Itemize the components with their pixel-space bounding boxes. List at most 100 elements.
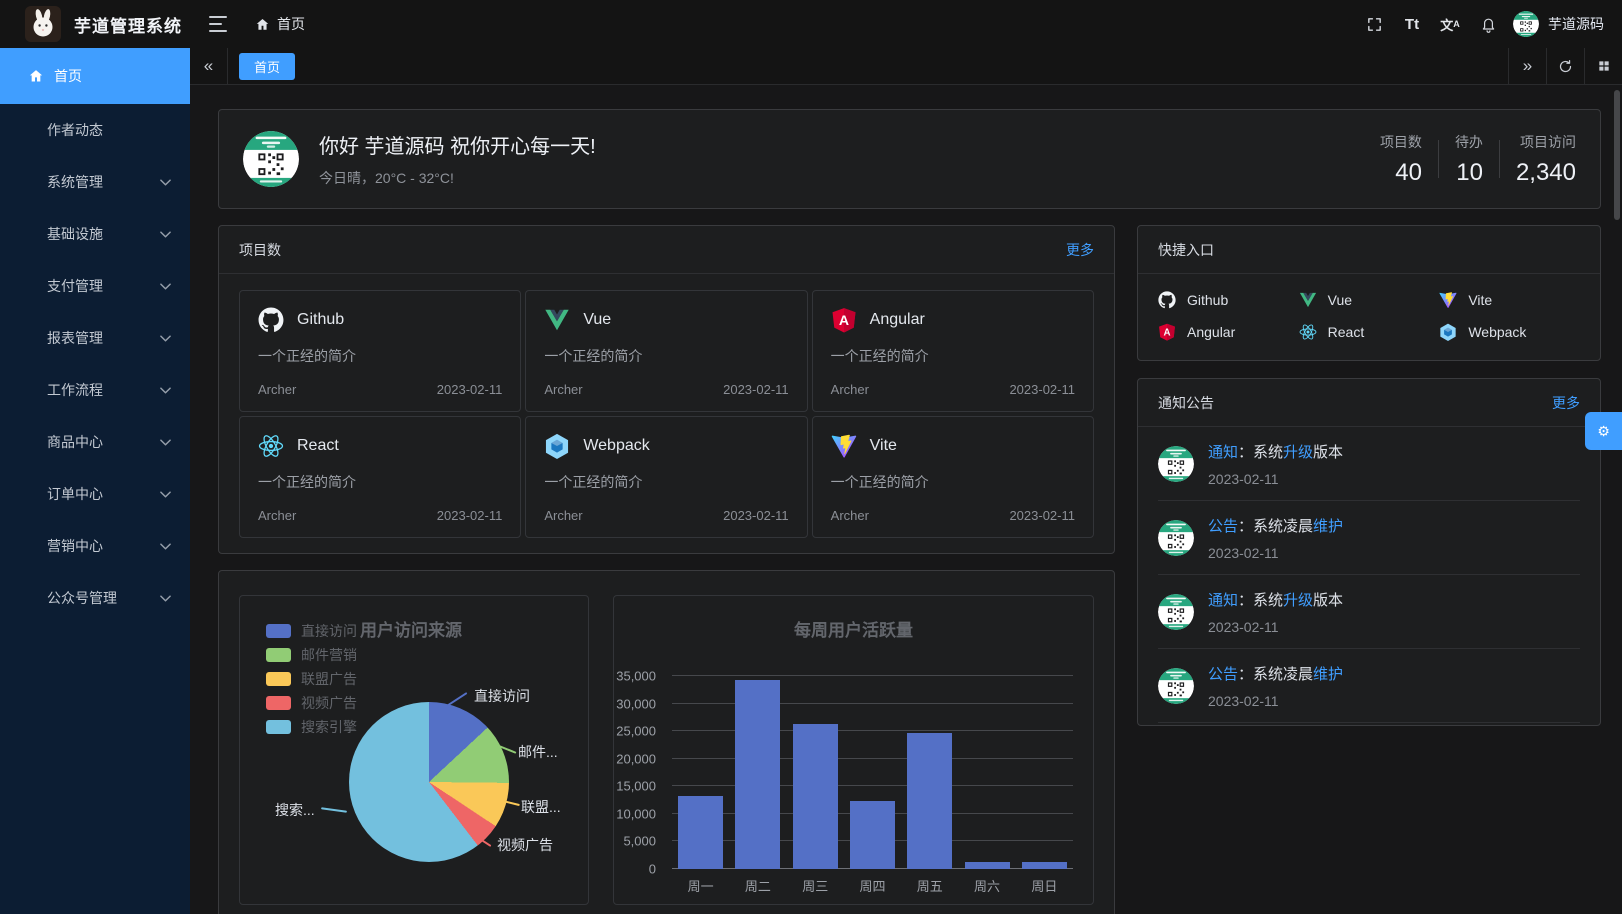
projects-more-link[interactable]: 更多 — [1066, 241, 1094, 258]
angular-icon — [831, 307, 857, 333]
vue-icon — [544, 307, 570, 333]
legend-item[interactable]: 联盟广告 — [266, 667, 357, 691]
sidebar-item-system[interactable]: 系统管理 — [0, 156, 190, 208]
sidebar-item-order[interactable]: 订单中心 — [0, 468, 190, 520]
y-tick-label: 35,000 — [616, 668, 656, 684]
legend-item[interactable]: 邮件营销 — [266, 643, 357, 667]
notices-card: 通知公告 更多 通知：系统升级版本 2023-02-11 公告： — [1137, 378, 1601, 726]
project-author: Archer — [544, 508, 583, 523]
webpack-icon — [544, 433, 570, 459]
bar — [907, 733, 953, 869]
welcome-weather: 今日晴，20°C - 32°C! — [319, 170, 454, 186]
tab-home[interactable]: 首页 — [239, 52, 296, 80]
notices-card-title: 通知公告 — [1158, 394, 1214, 411]
shortcut-react[interactable]: React — [1299, 323, 1440, 341]
expand-right-icon[interactable]: » — [1508, 47, 1546, 85]
bell-icon[interactable] — [1469, 0, 1507, 48]
x-tick-label: 周一 — [687, 879, 714, 894]
chevron-down-icon — [160, 439, 171, 446]
notice-title: 通知：系统升级版本 — [1208, 592, 1344, 609]
divider — [1498, 140, 1500, 178]
bar-y-axis: 0 5,000 10,000 15,000 20,000 25,000 30,000 35,0… — [614, 669, 664, 877]
webpack-icon — [1439, 323, 1457, 341]
welcome-greeting: 你好 芋道源码 祝你开心每一天! — [319, 136, 596, 158]
notice-title: 公告：系统凌晨维护 — [1208, 518, 1344, 535]
username[interactable]: 芋道源码 — [1548, 16, 1604, 32]
stat-projects: 项目数 40 — [1379, 133, 1422, 186]
project-card-vue[interactable]: Vue 一个正经的简介 Archer 2023-02-11 — [525, 290, 808, 412]
sidebar-item-product[interactable]: 商品中心 — [0, 416, 190, 468]
pie-callout-label: 直接访问 — [474, 688, 530, 704]
project-date: 2023-02-11 — [436, 508, 503, 523]
sidebar-item-infra[interactable]: 基础设施 — [0, 208, 190, 260]
react-icon — [258, 433, 284, 459]
breadcrumb[interactable]: 首页 — [255, 14, 305, 34]
shortcut-github[interactable]: Github — [1158, 291, 1299, 309]
y-tick-label: 30,000 — [616, 696, 656, 712]
legend-item[interactable]: 搜索引擎 — [266, 715, 357, 739]
layout-grid-icon[interactable] — [1584, 47, 1622, 85]
legend-swatch — [266, 720, 291, 734]
project-card-vite[interactable]: Vite 一个正经的简介 Archer 2023-02-11 — [811, 416, 1094, 538]
project-card-angular[interactable]: Angular 一个正经的简介 Archer 2023-02-11 — [811, 290, 1094, 412]
notice-item[interactable]: 通知：系统升级版本 2023-02-11 — [1158, 575, 1580, 649]
shortcut-vue[interactable]: Vue — [1299, 291, 1440, 309]
notice-item[interactable]: 公告：系统凌晨维护 2023-02-11 — [1158, 649, 1580, 723]
sidebar-item-payment[interactable]: 支付管理 — [0, 260, 190, 312]
settings-drawer-button[interactable]: ⚙ — [1585, 412, 1622, 450]
user-avatar[interactable] — [1513, 11, 1539, 37]
gridline — [672, 675, 1073, 676]
vite-icon — [831, 433, 857, 459]
bar — [792, 723, 838, 869]
fullscreen-icon[interactable] — [1355, 0, 1393, 48]
sidebar-item-report[interactable]: 报表管理 — [0, 312, 190, 364]
github-icon — [258, 307, 284, 333]
project-card-github[interactable]: Github 一个正经的简介 Archer 2023-02-11 — [239, 290, 522, 412]
project-date: 2023-02-11 — [723, 382, 789, 397]
pie-legend: 直接访问 邮件营销 联盟广告 视频广告 搜索引擎 — [266, 619, 357, 739]
legend-item[interactable]: 视频广告 — [266, 691, 357, 715]
shortcut-webpack[interactable]: Webpack — [1439, 323, 1580, 341]
stats: 项目数 40 待办 10 项目访问 2,340 — [1380, 132, 1576, 187]
notice-item[interactable]: 公告：系统凌晨维护 2023-02-11 — [1158, 501, 1580, 575]
project-date: 2023-02-11 — [1009, 508, 1075, 523]
sidebar-item-wechat[interactable]: 公众号管理 — [0, 572, 190, 624]
chevron-down-icon — [160, 179, 171, 186]
project-card-webpack[interactable]: Webpack 一个正经的简介 Archer 2023-02-11 — [525, 416, 808, 538]
font-size-icon[interactable]: Tt — [1404, 15, 1420, 33]
y-tick-label: 10,000 — [616, 806, 656, 822]
notice-item[interactable]: 通知：系统升级版本 2023-02-11 — [1158, 427, 1580, 501]
y-tick-label: 25,000 — [616, 723, 656, 739]
gridline — [672, 730, 1073, 732]
chevron-down-icon — [160, 335, 171, 342]
sidebar-item-marketing[interactable]: 营销中心 — [0, 520, 190, 572]
sidebar-item-workflow[interactable]: 工作流程 — [0, 364, 190, 416]
collapse-left-icon[interactable]: « — [190, 47, 228, 85]
project-card-react[interactable]: React 一个正经的简介 Archer 2023-02-11 — [239, 416, 522, 538]
x-tick-label: 周五 — [916, 879, 943, 894]
projects-card-title: 项目数 — [239, 241, 281, 258]
menu-fold-icon[interactable] — [209, 16, 229, 32]
sidebar-item-author-news[interactable]: 作者动态 — [47, 122, 103, 138]
shortcut-vite[interactable]: Vite — [1439, 291, 1580, 309]
notices-more-link[interactable]: 更多 — [1552, 394, 1580, 411]
scrollbar-thumb[interactable] — [1614, 90, 1620, 220]
shortcuts-card-title: 快捷入口 — [1158, 241, 1214, 258]
pie-circle — [349, 702, 509, 862]
refresh-icon[interactable] — [1546, 47, 1584, 85]
y-tick-label: 15,000 — [616, 778, 656, 794]
legend-swatch — [266, 648, 291, 662]
callout-line — [320, 807, 348, 813]
callout-line — [444, 692, 468, 708]
sidebar: 首页 作者动态 系统管理 基础设施 支付管理 报表管理 工作流程 商品中心 订单… — [0, 48, 190, 914]
tab-bar: « 首页 » — [190, 47, 1622, 85]
bar — [678, 795, 724, 869]
main-content: 你好 芋道源码 祝你开心每一天! 今日晴，20°C - 32°C! 项目数 40… — [190, 85, 1622, 914]
legend-swatch — [266, 696, 291, 710]
sidebar-item-home[interactable]: 首页 — [0, 48, 190, 104]
legend-item[interactable]: 直接访问 — [266, 619, 357, 643]
bar-chart: 每周用户活跃量 0 5,000 10,000 15,000 20,000 25,000 30… — [613, 595, 1094, 905]
shortcut-angular[interactable]: Angular — [1158, 323, 1299, 341]
